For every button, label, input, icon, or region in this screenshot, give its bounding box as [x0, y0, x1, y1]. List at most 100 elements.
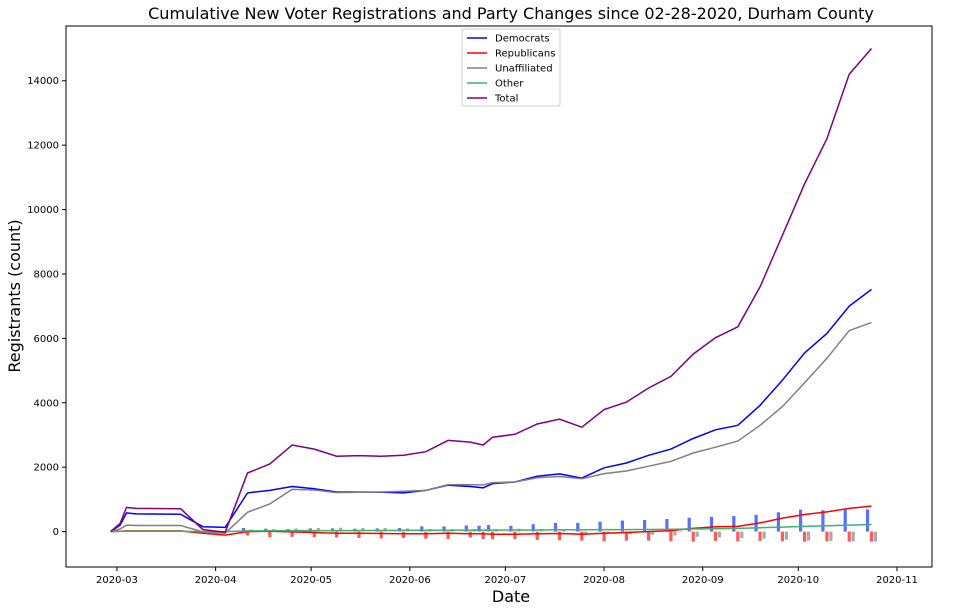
series-lines	[110, 48, 873, 536]
bar-democrats	[643, 520, 647, 532]
bar-republicans	[691, 531, 695, 542]
bar-republicans	[602, 531, 606, 542]
bar-republicans	[758, 531, 762, 541]
bar-democrats	[477, 525, 481, 532]
bar-democrats	[732, 516, 736, 532]
bar-unaffiliated	[651, 531, 655, 535]
bar-republicans	[312, 531, 316, 538]
bar-republicans	[268, 531, 272, 538]
line-republicans	[110, 505, 872, 536]
bar-unaffiliated	[873, 531, 878, 542]
bar-democrats	[442, 526, 446, 532]
bar-republicans	[401, 531, 406, 538]
bar-republicans	[825, 531, 829, 542]
bar-republicans	[535, 531, 539, 540]
bar-republicans	[869, 531, 874, 542]
legend: Democrats Republicans Unaffiliated Other Tot…	[461, 28, 561, 107]
bar-democrats	[865, 509, 870, 532]
bar-democrats	[420, 526, 424, 532]
legend-label-total: Total	[494, 94, 518, 105]
bar-democrats	[799, 509, 803, 532]
x-tick-label: 2020-09	[682, 575, 724, 586]
bar-republicans	[335, 531, 339, 538]
bar-republicans	[481, 531, 485, 539]
bar-democrats	[598, 521, 602, 532]
bar-republicans	[513, 531, 517, 539]
y-tick-label: 12000	[27, 141, 59, 152]
bar-democrats	[687, 517, 691, 532]
x-tick-label: 2020-08	[583, 575, 625, 586]
bar-democrats	[487, 525, 491, 532]
bar-democrats	[553, 522, 558, 532]
bar-republicans	[557, 531, 562, 541]
bar-unaffiliated	[784, 531, 788, 540]
line-unaffiliated	[110, 321, 872, 534]
bar-unaffiliated	[762, 531, 766, 539]
bar-unaffiliated	[339, 527, 343, 532]
x-tick-label: 2020-03	[96, 575, 138, 586]
bar-republicans	[647, 531, 651, 541]
plot-frame	[65, 25, 933, 568]
bar-republicans	[847, 531, 851, 542]
x-axis-label: Date	[492, 587, 530, 606]
bar-unaffiliated	[717, 531, 722, 538]
bar-republicans	[580, 531, 584, 541]
bar-democrats	[821, 510, 825, 532]
y-tick-label: 8000	[34, 269, 59, 280]
bar-unaffiliated	[673, 531, 677, 536]
bar-republicans	[713, 531, 718, 541]
bar-democrats	[531, 524, 535, 532]
y-tick-label: 14000	[27, 76, 59, 87]
bar-republicans	[446, 531, 450, 539]
y-axis: 0 2000 4000 6000 8000 10000 12000 14000	[27, 76, 66, 538]
bar-republicans	[780, 531, 784, 542]
y-tick-label: 0	[53, 527, 59, 538]
y-tick-label: 6000	[34, 334, 59, 345]
bar-republicans	[669, 531, 673, 542]
bar-unaffiliated	[316, 528, 320, 532]
legend-label-unaffiliated: Unaffiliated	[495, 64, 553, 75]
x-tick-label: 2020-10	[777, 575, 819, 586]
bar-unaffiliated	[695, 531, 699, 537]
y-tick-label: 2000	[34, 463, 59, 474]
line-democrats	[110, 288, 872, 533]
bar-democrats	[241, 528, 246, 532]
bar-democrats	[843, 509, 847, 532]
x-tick-label: 2020-05	[290, 575, 332, 586]
bar-republicans	[245, 531, 250, 536]
legend-box	[461, 28, 561, 107]
bar-unaffiliated	[807, 531, 811, 541]
y-tick-label: 4000	[34, 398, 59, 409]
bar-republicans	[290, 531, 294, 537]
line-total	[110, 48, 873, 534]
bar-republicans	[491, 531, 495, 540]
x-tick-label: 2020-04	[195, 575, 237, 586]
y-tick-label: 10000	[27, 205, 59, 216]
bar-republicans	[803, 531, 807, 542]
bar-unaffiliated	[740, 531, 744, 538]
bar-democrats	[665, 519, 669, 532]
bar-unaffiliated	[829, 531, 833, 541]
bar-democrats	[620, 520, 624, 532]
bar-democrats	[509, 525, 513, 532]
bar-unaffiliated	[851, 531, 855, 542]
bar-democrats	[776, 512, 780, 532]
bar-republicans	[736, 531, 740, 542]
bar-republicans	[357, 531, 361, 538]
bar-republicans	[379, 531, 383, 539]
bar-republicans	[624, 531, 628, 541]
x-axis: 2020-03 2020-04 2020-05 2020-06 2020-07 2020-…	[96, 567, 918, 586]
bar-unaffiliated	[584, 531, 588, 534]
bar-democrats	[576, 522, 580, 532]
y-axis-label: Registrants (count)	[5, 219, 24, 372]
legend-label-republicans: Republicans	[495, 49, 555, 60]
x-tick-label: 2020-06	[389, 575, 431, 586]
bar-democrats	[709, 516, 714, 532]
bar-democrats	[464, 525, 468, 532]
legend-label-other: Other	[495, 79, 524, 90]
x-tick-label: 2020-07	[484, 575, 526, 586]
legend-label-democrats: Democrats	[495, 34, 550, 45]
chart-title: Cumulative New Voter Registrations and P…	[148, 4, 874, 23]
x-tick-label: 2020-11	[876, 575, 918, 586]
